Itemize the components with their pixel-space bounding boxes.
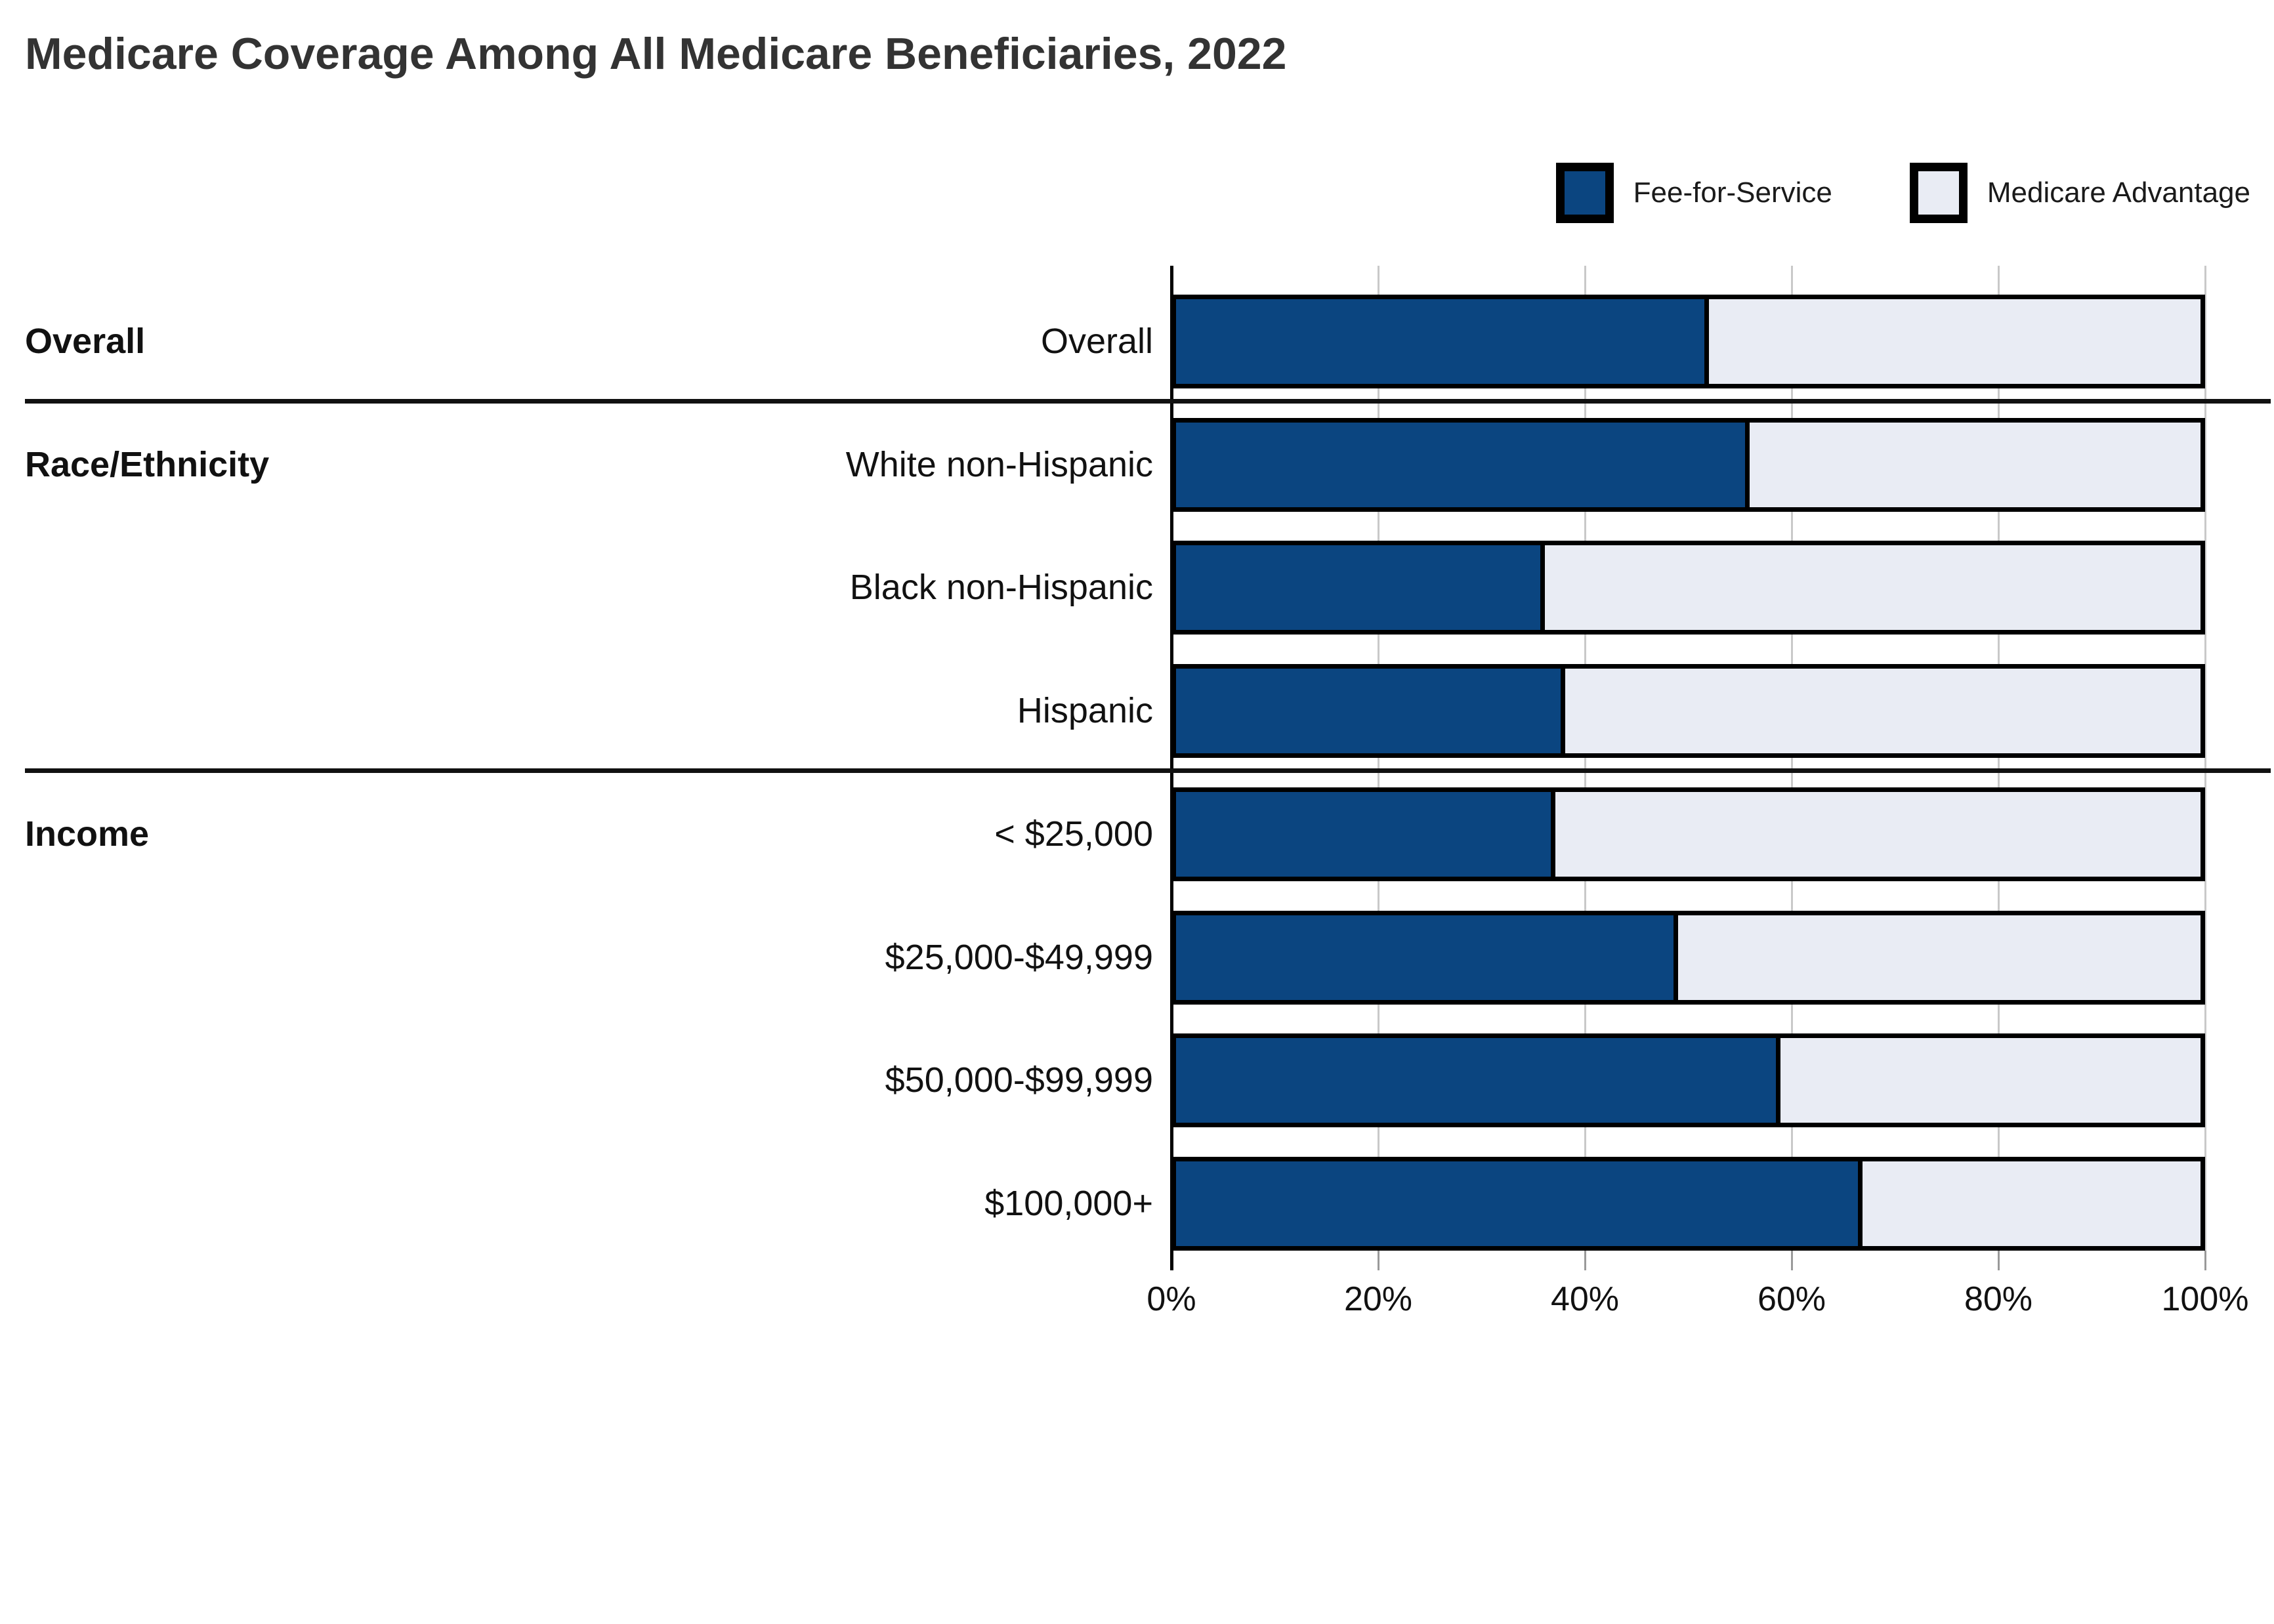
row-label: $100,000+ <box>984 1184 1153 1223</box>
bar-row <box>1171 541 2205 635</box>
x-tick-label: 60% <box>1757 1280 1826 1318</box>
x-tick-label: 40% <box>1550 1280 1620 1318</box>
bar-segment-medicare-advantage <box>1780 1038 2200 1123</box>
section-divider <box>25 768 2271 773</box>
bar-row <box>1171 295 2205 388</box>
bar-segment-medicare-advantage <box>1544 545 2200 630</box>
y-axis-line <box>1169 266 1173 1270</box>
x-tick-label: 0% <box>1147 1280 1196 1318</box>
section-label-income: Income <box>25 814 150 854</box>
x-axis-tick <box>1377 1251 1379 1270</box>
section-label-overall: Overall <box>25 322 146 361</box>
x-axis-tick <box>1997 1251 2000 1270</box>
section-label-race-ethnicity: Race/Ethnicity <box>25 445 270 484</box>
x-axis-tick <box>1584 1251 1586 1270</box>
bar-segment-medicare-advantage <box>1750 423 2200 507</box>
grid-line <box>2204 266 2206 1251</box>
x-axis-tick <box>1790 1251 1793 1270</box>
grid-line <box>1584 266 1586 1251</box>
row-label: $25,000-$49,999 <box>885 938 1153 977</box>
bar-row <box>1171 1033 2205 1127</box>
bar-segment-fee-for-service <box>1176 1038 1780 1123</box>
grid-line <box>1790 266 1793 1251</box>
grid-line <box>1997 266 2000 1251</box>
row-label: $50,000-$99,999 <box>885 1060 1153 1100</box>
bar-segment-medicare-advantage <box>1677 915 2200 1000</box>
bar-segment-fee-for-service <box>1176 423 1750 507</box>
x-axis-tick <box>2204 1251 2206 1270</box>
row-label: Black non-Hispanic <box>849 568 1153 607</box>
bar-segment-fee-for-service <box>1176 915 1678 1000</box>
fee-for-service-swatch-icon <box>1555 163 1614 223</box>
bar-row <box>1171 664 2205 758</box>
bar-segment-fee-for-service <box>1176 792 1555 877</box>
bar-row <box>1171 787 2205 881</box>
legend-item-fee-for-service: Fee-for-Service <box>1555 163 1832 223</box>
x-tick-label: 100% <box>2161 1280 2249 1318</box>
bar-segment-fee-for-service <box>1176 299 1709 384</box>
bar-segment-fee-for-service <box>1176 545 1545 630</box>
bar-segment-medicare-advantage <box>1708 299 2200 384</box>
grid-line <box>1377 266 1379 1251</box>
row-label: < $25,000 <box>994 814 1153 854</box>
chart-title: Medicare Coverage Among All Medicare Ben… <box>25 29 1287 79</box>
bar-segment-medicare-advantage <box>1862 1161 2200 1246</box>
bar-row <box>1171 418 2205 512</box>
row-label: Hispanic <box>1017 691 1153 730</box>
x-tick-label: 80% <box>1964 1280 2033 1318</box>
bar-segment-medicare-advantage <box>1565 669 2200 753</box>
section-divider <box>25 399 2271 404</box>
bar-row <box>1171 911 2205 1005</box>
legend: Fee-for-Service Medicare Advantage <box>1555 163 2250 223</box>
bar-segment-medicare-advantage <box>1555 792 2200 877</box>
x-tick-label: 20% <box>1343 1280 1413 1318</box>
row-label: White non-Hispanic <box>845 445 1153 484</box>
row-label: Overall <box>1040 322 1153 361</box>
medicare-advantage-swatch-icon <box>1909 163 1968 223</box>
bar-segment-fee-for-service <box>1176 669 1566 753</box>
legend-label-fee-for-service: Fee-for-Service <box>1633 177 1832 209</box>
legend-item-medicare-advantage: Medicare Advantage <box>1909 163 2250 223</box>
bar-row <box>1171 1157 2205 1251</box>
bar-segment-fee-for-service <box>1176 1161 1863 1246</box>
legend-label-medicare-advantage: Medicare Advantage <box>1987 177 2250 209</box>
